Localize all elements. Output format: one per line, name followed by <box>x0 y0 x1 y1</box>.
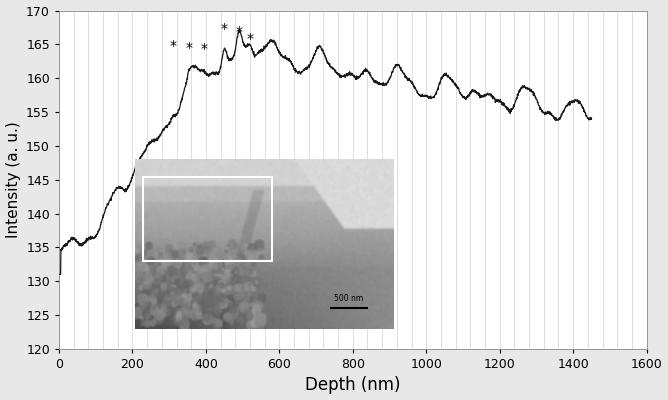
Text: *: * <box>246 32 253 46</box>
Text: *: * <box>186 40 193 54</box>
Text: *: * <box>170 38 176 52</box>
Text: *: * <box>235 25 242 39</box>
Y-axis label: Intensity (a. u.): Intensity (a. u.) <box>5 121 21 238</box>
Text: *: * <box>200 42 208 56</box>
Text: *: * <box>220 22 228 36</box>
X-axis label: Depth (nm): Depth (nm) <box>305 376 401 394</box>
